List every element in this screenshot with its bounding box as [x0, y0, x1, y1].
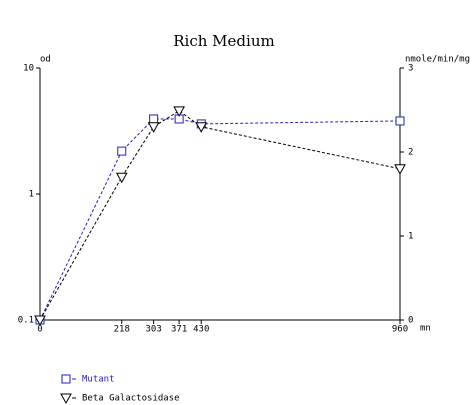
x-tick-label: 430 [193, 325, 209, 335]
x-tick-label: 218 [114, 325, 130, 335]
y-tick-label: 1 [29, 190, 34, 200]
x-tick-label: 303 [145, 325, 161, 335]
legend-marker [60, 393, 72, 405]
data-point [115, 172, 128, 184]
y2-tick-label: 0 [408, 316, 413, 326]
y2-tick-label: 3 [408, 64, 413, 74]
x-tick-label: 371 [171, 325, 187, 335]
data-point [394, 164, 406, 175]
y-tick-label: 10 [23, 64, 34, 74]
data-point [195, 122, 208, 133]
x-tick-label: 0 [37, 325, 42, 335]
y-tick-label: 0.1 [18, 316, 34, 326]
legend-label: Beta Galactosidase [82, 394, 180, 404]
x-axis-label: mn [420, 324, 431, 334]
data-point [395, 116, 405, 126]
chart-title: Rich Medium [173, 32, 274, 50]
data-point [34, 315, 46, 327]
legend-marker [61, 374, 71, 384]
data-point [173, 106, 185, 117]
x-tick-label: 960 [392, 325, 408, 335]
y-axis-label: od [40, 55, 51, 65]
data-point [117, 146, 127, 156]
y2-tick-label: 1 [408, 232, 413, 242]
data-point [149, 114, 159, 124]
y2-axis-label: nmole/min/mg [405, 55, 470, 65]
y2-tick-label: 2 [408, 148, 413, 158]
series-line [39, 110, 401, 321]
series-line [39, 118, 401, 321]
data-point [147, 122, 160, 133]
legend-label: Mutant [82, 375, 115, 385]
